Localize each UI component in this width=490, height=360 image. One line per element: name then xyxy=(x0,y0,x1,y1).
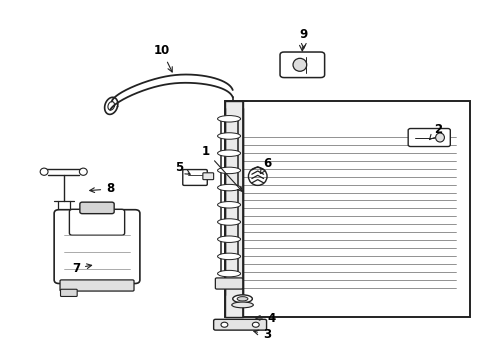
Ellipse shape xyxy=(218,116,241,122)
FancyBboxPatch shape xyxy=(80,202,114,213)
Ellipse shape xyxy=(218,236,241,242)
Bar xyxy=(225,101,243,317)
Ellipse shape xyxy=(40,168,48,175)
Ellipse shape xyxy=(218,150,241,157)
Ellipse shape xyxy=(218,270,241,277)
FancyBboxPatch shape xyxy=(214,319,267,330)
Ellipse shape xyxy=(233,295,252,303)
Text: 5: 5 xyxy=(175,161,190,174)
Ellipse shape xyxy=(218,167,241,174)
Text: 10: 10 xyxy=(153,44,172,72)
Ellipse shape xyxy=(218,253,241,260)
Ellipse shape xyxy=(79,168,87,175)
FancyBboxPatch shape xyxy=(203,173,214,180)
Ellipse shape xyxy=(237,297,248,301)
Ellipse shape xyxy=(436,133,444,142)
Text: 3: 3 xyxy=(254,328,271,341)
FancyBboxPatch shape xyxy=(54,210,140,284)
Ellipse shape xyxy=(218,133,241,139)
FancyBboxPatch shape xyxy=(408,129,450,147)
FancyBboxPatch shape xyxy=(216,278,243,289)
Ellipse shape xyxy=(218,219,241,225)
Text: 4: 4 xyxy=(255,312,276,325)
FancyBboxPatch shape xyxy=(70,210,124,235)
FancyBboxPatch shape xyxy=(61,289,77,297)
Ellipse shape xyxy=(218,184,241,191)
Circle shape xyxy=(221,322,228,327)
Bar xyxy=(225,101,470,317)
FancyBboxPatch shape xyxy=(183,170,207,185)
Circle shape xyxy=(252,322,259,327)
Text: 2: 2 xyxy=(430,123,442,140)
Text: 9: 9 xyxy=(300,28,308,48)
FancyBboxPatch shape xyxy=(280,52,324,77)
Text: 7: 7 xyxy=(72,262,92,275)
Ellipse shape xyxy=(293,58,307,71)
Text: 8: 8 xyxy=(90,183,114,195)
Ellipse shape xyxy=(218,202,241,208)
Text: 1: 1 xyxy=(202,145,242,192)
Ellipse shape xyxy=(232,302,253,308)
FancyBboxPatch shape xyxy=(60,280,134,291)
Text: 6: 6 xyxy=(260,157,271,174)
